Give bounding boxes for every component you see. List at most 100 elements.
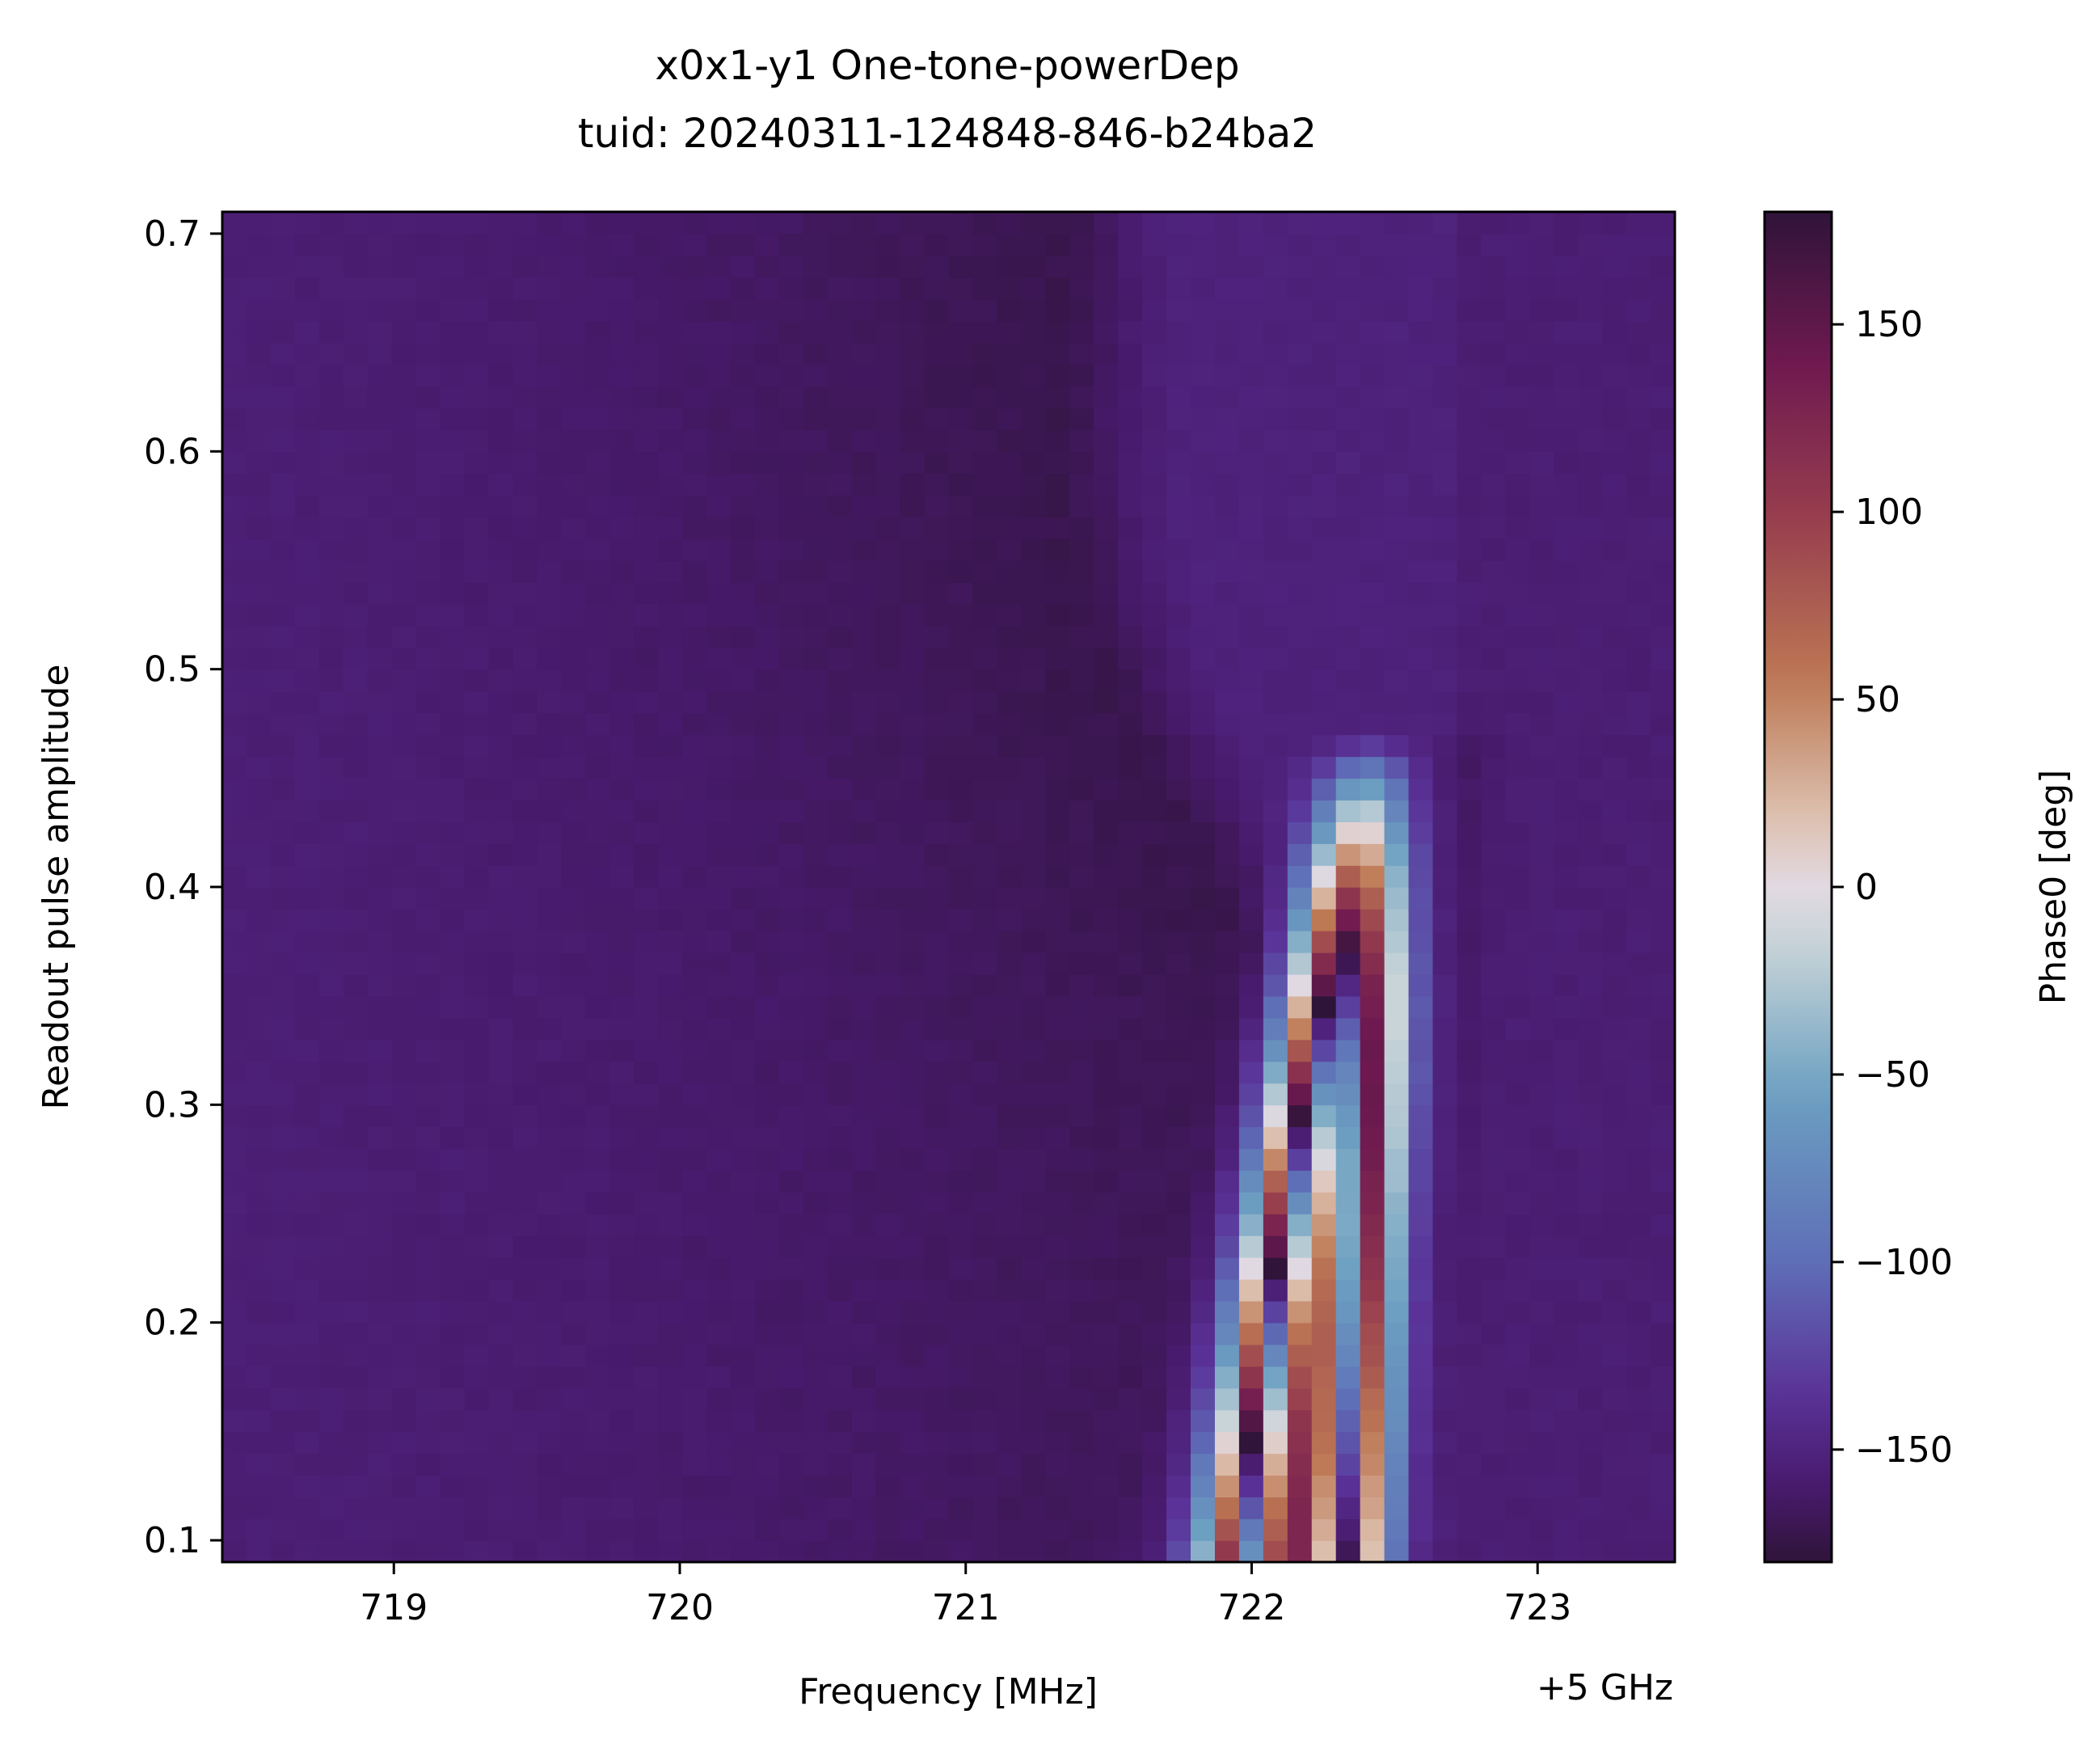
heatmap-cell	[778, 821, 804, 844]
heatmap-cell	[658, 1322, 683, 1345]
heatmap-cell	[924, 1214, 950, 1236]
heatmap-cell	[754, 1083, 780, 1106]
heatmap-cell	[658, 255, 683, 278]
heatmap-cell	[222, 364, 247, 387]
heatmap-cell	[440, 1322, 466, 1345]
heatmap-cell	[585, 538, 610, 561]
heatmap-cell	[1214, 473, 1240, 496]
heatmap-cell	[1408, 212, 1434, 234]
heatmap-cell	[803, 821, 829, 844]
heatmap-cell	[1457, 517, 1482, 539]
heatmap-cell	[246, 843, 272, 866]
heatmap-cell	[585, 908, 610, 931]
heatmap-cell	[803, 1344, 829, 1367]
heatmap-cell	[754, 1017, 780, 1041]
heatmap-cell	[997, 407, 1023, 431]
heatmap-cell	[1505, 1387, 1531, 1411]
heatmap-cell	[730, 1475, 756, 1497]
heatmap-cell	[851, 1540, 877, 1563]
heatmap-cell	[754, 407, 780, 431]
heatmap-cell	[1311, 407, 1337, 431]
heatmap-cell	[1118, 778, 1143, 801]
heatmap-cell	[1166, 473, 1191, 496]
heatmap-cell	[1021, 973, 1047, 997]
heatmap-cell	[415, 320, 441, 344]
heatmap-cell	[1214, 451, 1240, 475]
heatmap-cell	[609, 451, 635, 475]
heatmap-cell	[318, 603, 344, 627]
heatmap-cell	[440, 778, 466, 801]
heatmap-cell	[1214, 277, 1240, 300]
heatmap-cell	[1626, 1148, 1651, 1171]
heatmap-cell	[706, 1300, 732, 1324]
heatmap-cell	[440, 581, 466, 605]
heatmap-cell	[730, 1387, 756, 1411]
x-tick-label: 722	[1217, 1587, 1285, 1628]
heatmap-cell	[1069, 233, 1094, 256]
heatmap-cell	[924, 778, 950, 801]
heatmap-cell	[900, 669, 926, 692]
heatmap-cell	[222, 603, 247, 627]
heatmap-cell	[634, 277, 659, 300]
heatmap-cell	[1191, 1017, 1216, 1041]
heatmap-cell	[1578, 1104, 1603, 1128]
heatmap-cell	[561, 1278, 587, 1302]
heatmap-cell	[658, 995, 683, 1019]
heatmap-cell	[1311, 1518, 1337, 1541]
heatmap-cell	[1166, 1148, 1191, 1171]
heatmap-cell	[1408, 1061, 1434, 1084]
heatmap-cell	[1214, 1104, 1240, 1128]
heatmap-cell	[706, 1475, 732, 1497]
heatmap-cell	[1166, 581, 1191, 605]
heatmap-cell	[1408, 647, 1434, 670]
heatmap-cell	[1069, 1148, 1094, 1171]
heatmap-cell	[900, 1322, 926, 1345]
heatmap-cell	[875, 778, 901, 801]
heatmap-cell	[1432, 1256, 1458, 1280]
heatmap-cell	[318, 669, 344, 692]
heatmap-cell	[415, 1192, 441, 1214]
heatmap-cell	[1214, 517, 1240, 539]
heatmap-cell	[1578, 669, 1603, 692]
heatmap-cell	[1335, 298, 1361, 322]
heatmap-cell	[609, 1039, 635, 1062]
heatmap-cell	[440, 930, 466, 953]
heatmap-cell	[464, 1453, 490, 1476]
heatmap-cell	[1384, 1214, 1410, 1236]
heatmap-cell	[488, 517, 514, 539]
heatmap-cell	[658, 669, 683, 692]
heatmap-cell	[1021, 1104, 1047, 1128]
heatmap-cell	[875, 669, 901, 692]
heatmap-cell	[1554, 1431, 1579, 1455]
heatmap-cell	[997, 1104, 1023, 1128]
heatmap-cell	[1626, 517, 1651, 539]
heatmap-cell	[875, 690, 901, 714]
heatmap-cell	[778, 1148, 804, 1171]
heatmap-cell	[1578, 603, 1603, 627]
heatmap-cell	[415, 1387, 441, 1411]
heatmap-cell	[803, 778, 829, 801]
heatmap-cell	[1045, 517, 1071, 539]
heatmap-cell	[1021, 1409, 1047, 1433]
heatmap-cell	[1505, 1126, 1531, 1150]
heatmap-cell	[246, 320, 272, 344]
heatmap-cell	[997, 821, 1023, 844]
heatmap-cell	[851, 1344, 877, 1367]
heatmap-cell	[875, 1475, 901, 1497]
heatmap-cell	[1384, 690, 1410, 714]
heatmap-cell	[1238, 1148, 1264, 1171]
heatmap-cell	[222, 212, 247, 234]
heatmap-cell	[488, 1387, 514, 1411]
heatmap-cell	[1602, 952, 1627, 975]
heatmap-cell	[1360, 429, 1385, 453]
heatmap-cell	[1142, 386, 1167, 409]
heatmap-cell	[585, 451, 610, 475]
heatmap-cell	[682, 973, 707, 997]
heatmap-cell	[367, 908, 393, 931]
heatmap-cell	[924, 1148, 950, 1171]
heatmap-cell	[1360, 930, 1385, 953]
heatmap-cell	[246, 690, 272, 714]
heatmap-cell	[270, 669, 296, 692]
heatmap-cell	[537, 1256, 563, 1280]
heatmap-cell	[1578, 1409, 1603, 1433]
